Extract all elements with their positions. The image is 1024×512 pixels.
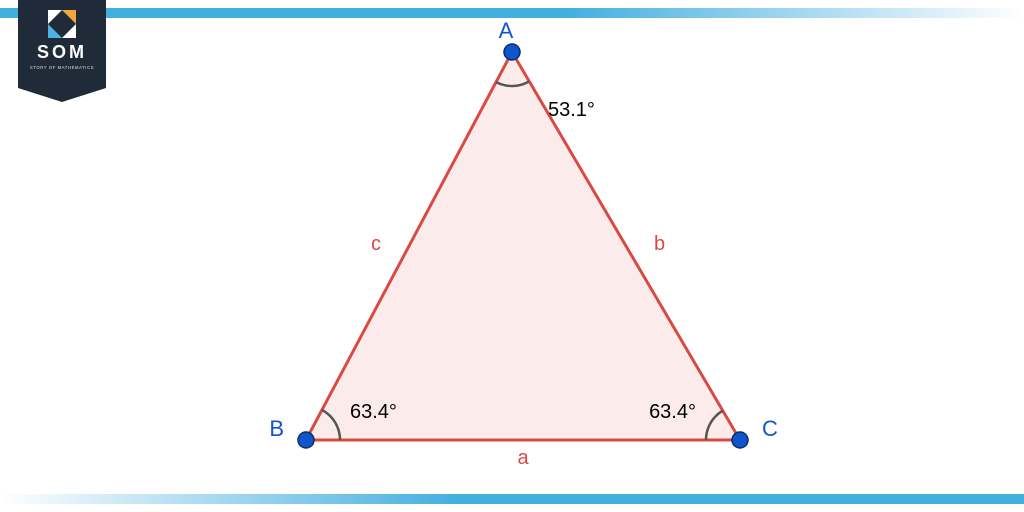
triangle-diagram: A B C a b c 53.1° 63.4° 63.4° <box>0 0 1024 512</box>
side-label-c: c <box>371 233 381 255</box>
vertex-dot-c <box>732 432 748 448</box>
vertex-label-a: A <box>499 18 514 43</box>
vertex-label-b: B <box>269 416 284 441</box>
angle-label-c: 63.4° <box>649 401 696 423</box>
vertex-dot-b <box>298 432 314 448</box>
angle-label-b: 63.4° <box>350 401 397 423</box>
angle-label-a: 53.1° <box>548 99 595 121</box>
side-label-b: b <box>654 233 665 255</box>
vertex-dot-a <box>504 44 520 60</box>
vertex-label-c: C <box>762 416 778 441</box>
side-label-a: a <box>517 447 529 469</box>
